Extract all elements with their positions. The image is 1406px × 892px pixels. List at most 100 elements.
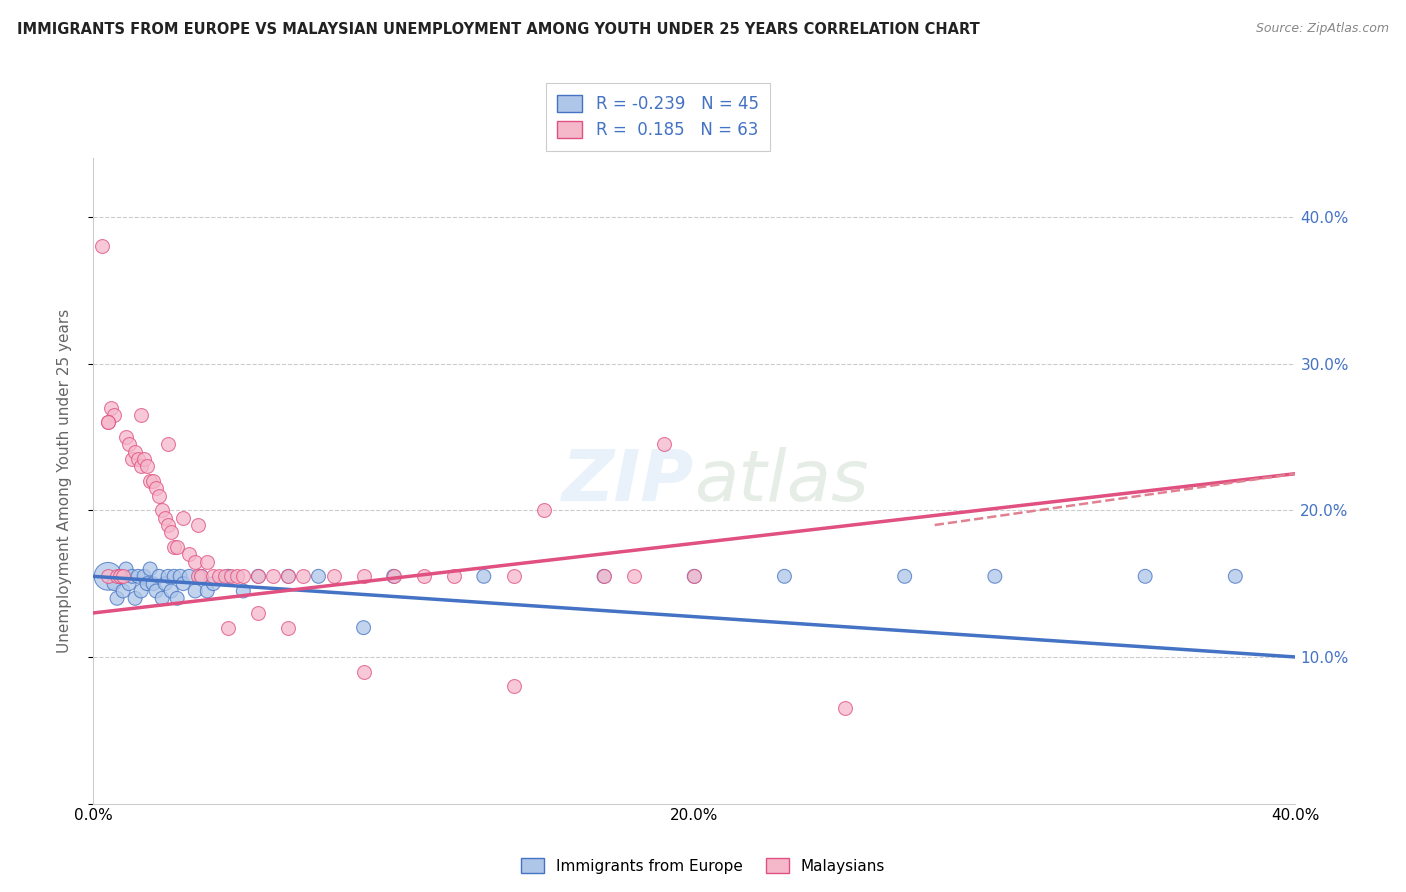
Legend: R = -0.239   N = 45, R =  0.185   N = 63: R = -0.239 N = 45, R = 0.185 N = 63 xyxy=(546,83,770,151)
Y-axis label: Unemployment Among Youth under 25 years: Unemployment Among Youth under 25 years xyxy=(58,309,72,653)
Point xyxy=(124,591,146,606)
Point xyxy=(502,679,524,693)
Point xyxy=(139,474,162,488)
Point xyxy=(172,510,194,524)
Point xyxy=(160,525,183,540)
Point xyxy=(773,569,796,583)
Point xyxy=(157,569,180,583)
Point xyxy=(308,569,330,583)
Point xyxy=(353,621,375,635)
Point xyxy=(593,569,616,583)
Point xyxy=(202,569,225,583)
Point xyxy=(232,569,254,583)
Point xyxy=(184,555,207,569)
Point xyxy=(292,569,315,583)
Point xyxy=(247,569,270,583)
Point xyxy=(893,569,915,583)
Point xyxy=(202,576,225,591)
Point xyxy=(100,401,122,415)
Point xyxy=(150,591,173,606)
Point xyxy=(121,452,143,467)
Point xyxy=(142,576,165,591)
Point xyxy=(145,481,167,495)
Point xyxy=(153,576,176,591)
Point xyxy=(118,437,141,451)
Legend: Immigrants from Europe, Malaysians: Immigrants from Europe, Malaysians xyxy=(515,852,891,880)
Point xyxy=(652,437,675,451)
Point xyxy=(593,569,616,583)
Point xyxy=(145,584,167,599)
Point xyxy=(142,474,165,488)
Point xyxy=(136,576,159,591)
Point xyxy=(108,569,131,583)
Point xyxy=(105,591,128,606)
Point xyxy=(108,569,131,583)
Point xyxy=(97,415,120,429)
Point xyxy=(115,562,138,576)
Point xyxy=(277,569,299,583)
Point xyxy=(443,569,465,583)
Point xyxy=(217,621,239,635)
Point xyxy=(129,408,152,422)
Point xyxy=(382,569,405,583)
Point xyxy=(277,569,299,583)
Point xyxy=(208,569,231,583)
Point xyxy=(160,584,183,599)
Point xyxy=(105,569,128,583)
Point xyxy=(112,584,135,599)
Point xyxy=(153,510,176,524)
Point xyxy=(179,569,201,583)
Point xyxy=(683,569,706,583)
Point xyxy=(683,569,706,583)
Point xyxy=(129,459,152,474)
Point xyxy=(247,606,270,620)
Point xyxy=(226,569,249,583)
Point xyxy=(353,665,375,679)
Point xyxy=(157,518,180,533)
Point xyxy=(382,569,405,583)
Point xyxy=(166,591,188,606)
Point xyxy=(134,569,156,583)
Point xyxy=(214,569,236,583)
Point xyxy=(533,503,555,517)
Point xyxy=(112,569,135,583)
Point xyxy=(247,569,270,583)
Point xyxy=(472,569,495,583)
Point xyxy=(127,569,149,583)
Point xyxy=(187,569,209,583)
Point xyxy=(221,569,243,583)
Point xyxy=(217,569,239,583)
Point xyxy=(169,569,191,583)
Point xyxy=(97,569,120,583)
Point xyxy=(195,584,218,599)
Point xyxy=(97,415,120,429)
Point xyxy=(148,489,170,503)
Point xyxy=(136,459,159,474)
Point xyxy=(190,569,212,583)
Text: IMMIGRANTS FROM EUROPE VS MALAYSIAN UNEMPLOYMENT AMONG YOUTH UNDER 25 YEARS CORR: IMMIGRANTS FROM EUROPE VS MALAYSIAN UNEM… xyxy=(17,22,980,37)
Point xyxy=(184,584,207,599)
Text: atlas: atlas xyxy=(695,447,869,516)
Point xyxy=(103,576,125,591)
Point xyxy=(412,569,434,583)
Point xyxy=(1225,569,1247,583)
Point xyxy=(97,569,120,583)
Point xyxy=(103,408,125,422)
Point xyxy=(115,430,138,444)
Point xyxy=(172,576,194,591)
Point xyxy=(232,584,254,599)
Point xyxy=(163,569,186,583)
Point xyxy=(1133,569,1156,583)
Point xyxy=(134,452,156,467)
Point xyxy=(157,437,180,451)
Point xyxy=(195,555,218,569)
Point xyxy=(190,569,212,583)
Point xyxy=(623,569,645,583)
Text: Source: ZipAtlas.com: Source: ZipAtlas.com xyxy=(1256,22,1389,36)
Point xyxy=(179,547,201,561)
Point xyxy=(129,584,152,599)
Point xyxy=(984,569,1007,583)
Point xyxy=(322,569,344,583)
Point xyxy=(91,239,114,253)
Point xyxy=(353,569,375,583)
